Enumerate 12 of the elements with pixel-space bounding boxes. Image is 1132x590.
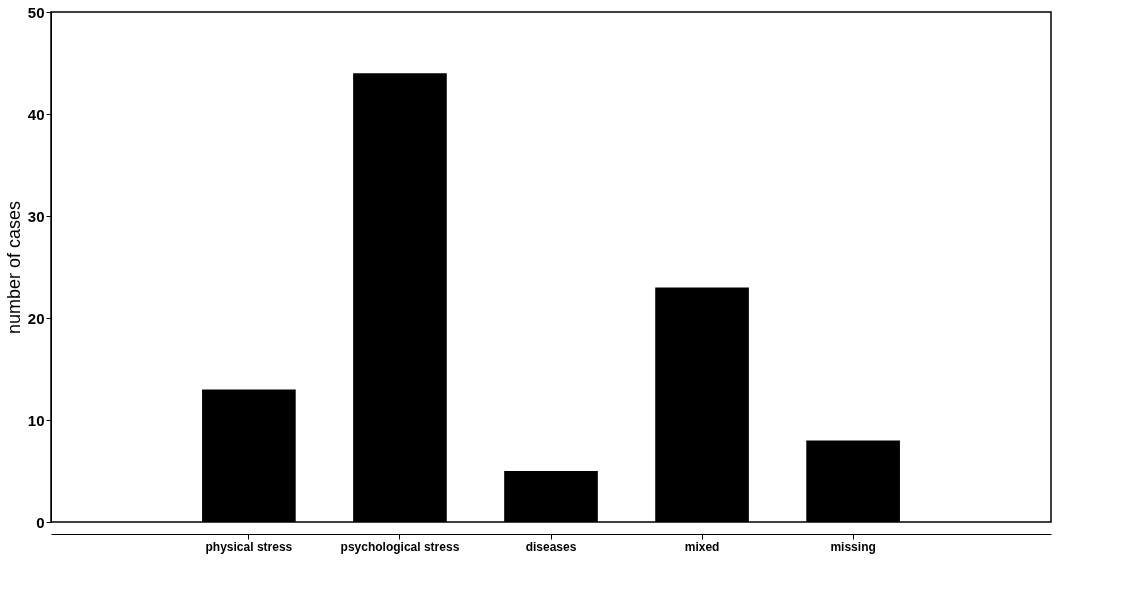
y-tick-label: 0: [36, 513, 45, 531]
y-tick-label: 30: [27, 207, 45, 225]
x-tick-label: diseases: [525, 539, 577, 554]
y-tick-label: 50: [27, 3, 45, 21]
y-axis-title: number of cases: [3, 200, 24, 335]
y-tick-label: 20: [27, 309, 45, 327]
x-tick-label: psychological stress: [340, 539, 460, 554]
x-tick-label: physical stress: [205, 539, 293, 554]
y-tick-label: 40: [27, 105, 45, 123]
y-tick-label: 10: [27, 411, 45, 429]
x-tick-label: mixed: [684, 539, 720, 554]
x-tick-label: missing: [830, 539, 876, 554]
